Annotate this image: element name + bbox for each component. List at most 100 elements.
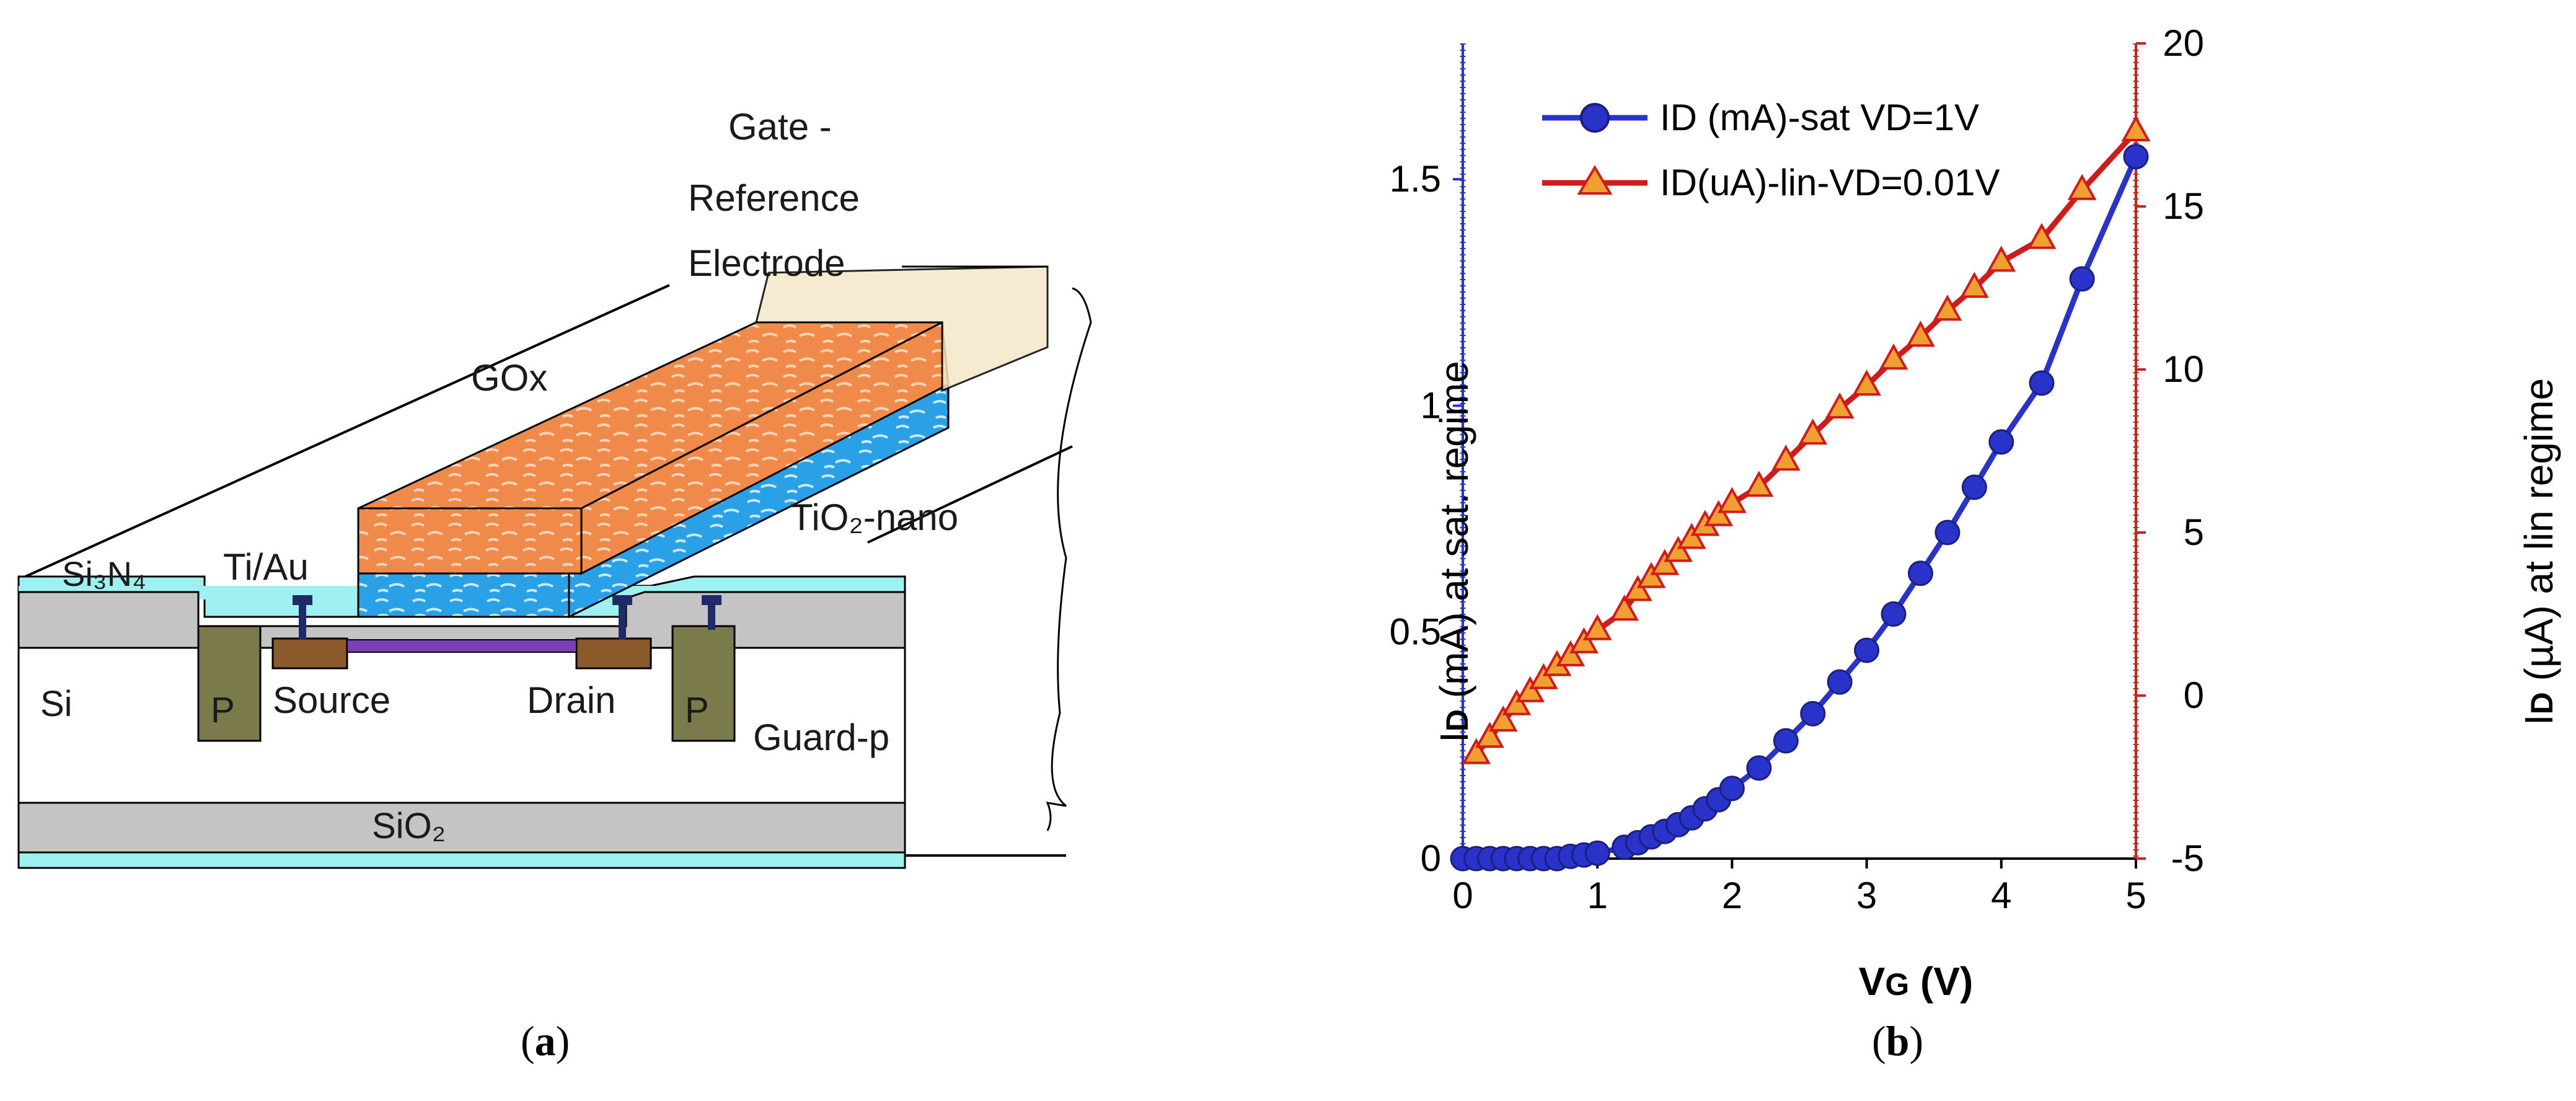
y-right-tick-label: 5 [2184, 511, 2204, 553]
reference-electrode [755, 265, 1049, 392]
data-point-lin [1569, 627, 1599, 653]
data-point-lin [2121, 115, 2151, 142]
data-point-lin [1556, 640, 1586, 666]
legend-label-sat: ID (mA)-sat VD=1V [1660, 97, 1979, 138]
p-left-label: P [211, 690, 235, 730]
data-point-lin [1650, 549, 1680, 575]
source-label: Source [273, 679, 390, 721]
data-point-sat [2069, 266, 2095, 292]
device-diagram-panel: Gate - Reference Electrode GOx TiO₂-nano… [0, 0, 1288, 1098]
tiau-contact-right [702, 595, 721, 630]
tiau-label: Ti/Au [223, 546, 309, 588]
x-tick-label: 5 [2125, 875, 2146, 916]
data-point-lin [1718, 487, 1747, 513]
data-point-sat [2029, 370, 2055, 396]
x-axis-label: VG (V) [1859, 959, 1974, 1004]
tiau-contact-left [293, 595, 312, 639]
y-left-tick-label: 0.5 [1390, 611, 1441, 653]
x-tick-label: 2 [1722, 875, 1742, 916]
y-right-axis-label: ID (µA) at lin regime [2516, 378, 2561, 725]
bottom-nitride-layer [17, 851, 906, 869]
y-left-tick-label: 1.5 [1390, 158, 1441, 200]
legend-marker-lin [1577, 165, 1613, 195]
gate-label-line2: Reference [688, 177, 860, 219]
p-well-right [671, 625, 736, 742]
tio2-front [357, 572, 570, 618]
data-point-lin [1636, 562, 1666, 588]
legend: ID (mA)-sat VD=1V ID(uA)-lin-VD=0.01V [1542, 97, 2000, 203]
data-point-sat [1988, 429, 2014, 455]
y-left-tick-label: 1 [1421, 384, 1441, 426]
gate-label-line3: Electrode [688, 242, 845, 284]
data-point-lin [1475, 722, 1504, 748]
data-point-sat [1934, 520, 1961, 546]
iv-chart-panel: 0 1 2 3 4 5 0 0.5 1 1.5 -5 0 5 10 15 20 ID (mA) at sat.… [1288, 0, 2576, 1098]
y-right-tick-label: 20 [2163, 22, 2204, 64]
data-point-sat [1800, 701, 1826, 727]
data-point-lin [1623, 575, 1652, 601]
data-point-lin [1798, 418, 1828, 445]
data-point-sat [1584, 840, 1610, 866]
data-point-lin [1771, 444, 1801, 471]
data-point-lin [1879, 343, 1908, 370]
y-right-tick-label: -5 [2171, 838, 2204, 879]
data-point-sat [1881, 601, 1907, 627]
data-point-sat [2123, 144, 2149, 170]
legend-marker-sat [1580, 103, 1610, 133]
data-point-lin [1704, 500, 1734, 526]
data-point-lin [1825, 392, 1855, 419]
data-point-lin [1933, 294, 1962, 321]
device-diagram: Gate - Reference Electrode GOx TiO₂-nano… [17, 106, 1092, 869]
y-right-tick-label: 0 [2184, 674, 2204, 716]
data-point-lin [1462, 738, 1491, 764]
caption-a: (a) [521, 1017, 570, 1064]
tio2-label: TiO₂-nano [790, 497, 958, 538]
legend-label-lin: ID(uA)-lin-VD=0.01V [1660, 162, 2000, 203]
series-line-0 [1463, 155, 2139, 862]
data-point-lin [1502, 689, 1532, 715]
data-point-lin [1744, 471, 1774, 497]
y-right-tick-label: 15 [2163, 185, 2204, 227]
substrate-edge-curve [1046, 287, 1092, 831]
x-tick-label: 0 [1452, 875, 1473, 916]
sio2-label: SiO₂ [372, 806, 446, 846]
gate-label-line1: Gate - [728, 106, 832, 148]
guard-label: Guard-p [753, 717, 889, 758]
data-point-sat [1907, 560, 1933, 586]
data-point-sat [1746, 755, 1772, 781]
data-point-lin [1488, 705, 1518, 732]
data-point-lin [1906, 321, 1935, 347]
caption-b: (b) [1872, 1017, 1924, 1064]
data-point-sat [1827, 669, 1853, 695]
sio2-layer [17, 802, 906, 854]
data-point-lin [1610, 595, 1639, 621]
data-point-lin [2067, 174, 2097, 200]
p-right-label: P [685, 690, 709, 730]
perspective-line [867, 445, 1073, 544]
source-contact [271, 637, 348, 670]
data-point-lin [2027, 223, 2057, 249]
data-point-sat [1719, 776, 1745, 802]
si3n4-label: Si₃N₄ [62, 554, 146, 593]
si-label: Si [40, 684, 73, 724]
data-point-sat [1854, 637, 1880, 663]
tiau-contact-center [612, 595, 632, 639]
drain-label: Drain [527, 679, 615, 721]
x-tick-label: 3 [1856, 875, 1877, 916]
data-point-lin [1515, 676, 1545, 702]
y-left-tick-label: 0 [1421, 838, 1441, 879]
x-tick-label: 4 [1991, 875, 2011, 916]
gox-front [357, 507, 583, 575]
data-point-lin [1677, 523, 1706, 549]
iv-chart: 0 1 2 3 4 5 0 0.5 1 1.5 -5 0 5 10 15 20 ID (mA) at sat.… [1390, 22, 2561, 1004]
data-point-sat [1961, 474, 1987, 500]
x-tick-label: 1 [1587, 875, 1608, 916]
gox-label: GOx [471, 357, 547, 399]
channel [346, 639, 577, 653]
data-point-lin [1664, 536, 1693, 562]
y-left-axis-label: ID (mA) at sat. regime [1432, 361, 1476, 743]
data-point-lin [1582, 614, 1612, 640]
data-point-lin [1987, 245, 2016, 272]
y-right-tick-label: 10 [2163, 348, 2204, 390]
drain-contact [575, 637, 652, 670]
